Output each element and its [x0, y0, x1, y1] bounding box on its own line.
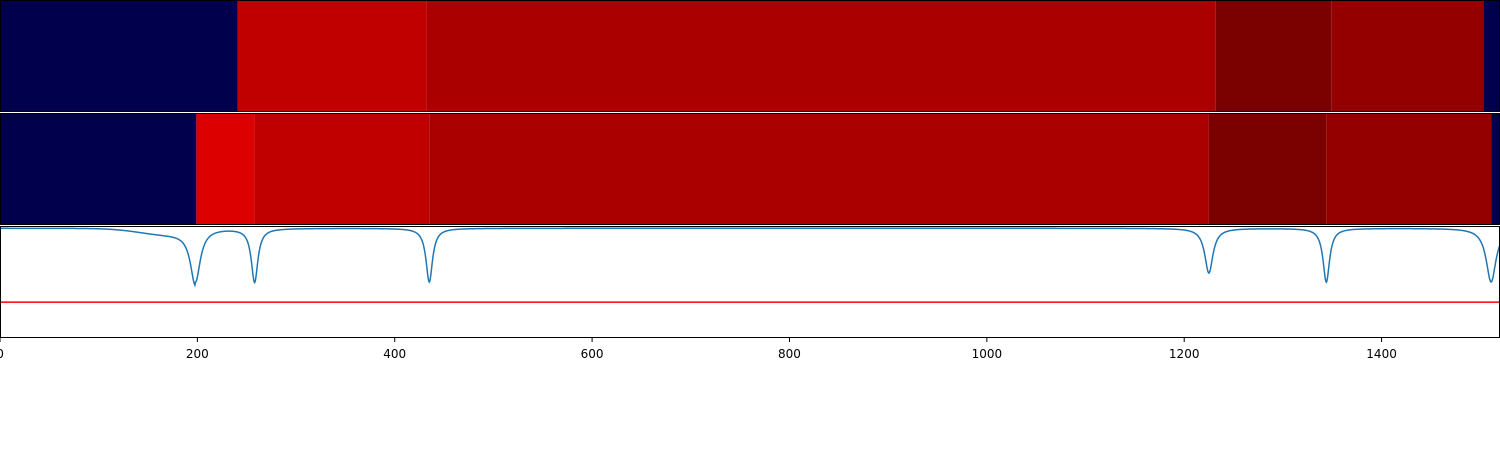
heatmap-band	[1326, 113, 1492, 225]
heatmap-band	[1483, 0, 1500, 112]
heatmap-band	[196, 113, 255, 225]
x-tick-label: 1200	[1169, 347, 1200, 361]
x-tick-label: 600	[581, 347, 604, 361]
line-plot-panel	[0, 227, 1500, 303]
heatmap-band	[0, 0, 238, 112]
panel-frame	[0, 226, 1500, 338]
heatmap-band	[1215, 0, 1332, 112]
x-axis: 0 200 400 600 800 1000 1200 1400	[0, 338, 1397, 361]
x-tick-label: 400	[383, 347, 406, 361]
heatmap-band	[1208, 113, 1327, 225]
x-tick-label: 0	[0, 347, 4, 361]
signal-line	[0, 227, 1500, 288]
heatmap-band	[0, 113, 197, 225]
x-tick-label: 200	[186, 347, 209, 361]
heatmap-band	[1491, 113, 1500, 225]
heatmap-band	[1331, 0, 1484, 112]
x-tick-label: 800	[778, 347, 801, 361]
heatmap-band	[254, 113, 430, 225]
heatmap-band	[237, 0, 427, 112]
x-tick-label: 1000	[972, 347, 1003, 361]
heatmap-band	[429, 113, 1209, 225]
heatmap-top	[0, 0, 1500, 112]
heatmap-band	[426, 0, 1216, 112]
x-tick-label: 1400	[1366, 347, 1397, 361]
heatmap-bottom	[0, 113, 1500, 225]
